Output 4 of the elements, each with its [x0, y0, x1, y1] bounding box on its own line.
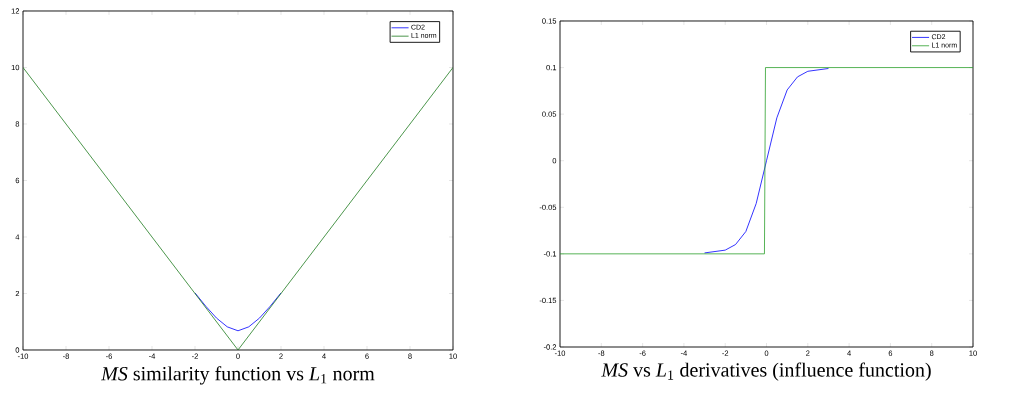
text: MS vs L$_{1}$ derivatives (influence function)	[601, 362, 931, 381]
text: MS similarity function vs L$_{1}$ norm	[100, 366, 375, 385]
line-series	[194, 292, 282, 332]
line-series	[704, 68, 829, 254]
